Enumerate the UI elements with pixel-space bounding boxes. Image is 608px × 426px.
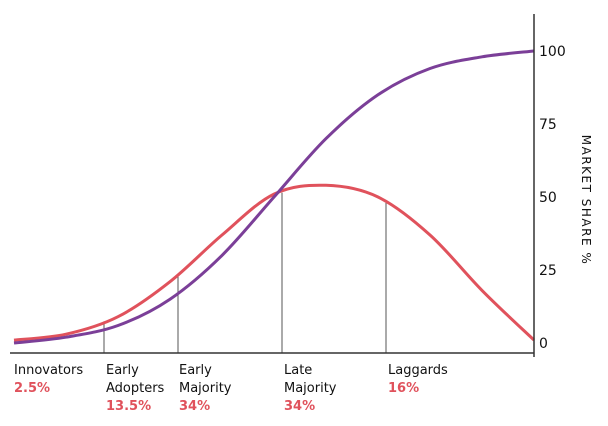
segment-dividers [103, 192, 387, 353]
segment-label: Innovators 2.5% [14, 363, 83, 396]
y-tick-label: 0 [539, 336, 548, 352]
y-axis-title: MARKET SHARE % [579, 135, 593, 265]
y-tick-label: 75 [539, 117, 557, 133]
segment-label: Laggards 16% [388, 363, 448, 396]
segment-labels: Innovators 2.5% Early Adopters 13.5% Early Maj… [14, 363, 448, 414]
segment-name: Majority [284, 381, 337, 396]
segment-label: Early Adopters 13.5% [106, 363, 165, 414]
segment-percentage: 2.5% [14, 381, 50, 396]
adoption-bell-curve [13, 183, 536, 342]
segment-label: Early Majority 34% [179, 363, 232, 414]
market-share-s-curve [13, 49, 535, 345]
y-axis-ticks: 100 75 50 25 0 [539, 44, 566, 352]
segment-name: Laggards [388, 363, 448, 378]
y-tick-label: 25 [539, 263, 557, 279]
segment-name: Innovators [14, 363, 83, 378]
segment-percentage: 13.5% [106, 399, 151, 414]
y-tick-label: 50 [539, 190, 557, 206]
segment-label: Late Majority 34% [284, 363, 337, 414]
segment-name: Adopters [106, 381, 165, 396]
segment-percentage: 34% [284, 399, 315, 414]
segment-percentage: 34% [179, 399, 210, 414]
segment-name: Early [179, 363, 212, 378]
segment-percentage: 16% [388, 381, 419, 396]
segment-name: Late [284, 363, 312, 378]
segment-name: Early [106, 363, 139, 378]
segment-name: Majority [179, 381, 232, 396]
y-tick-label: 100 [539, 44, 566, 60]
